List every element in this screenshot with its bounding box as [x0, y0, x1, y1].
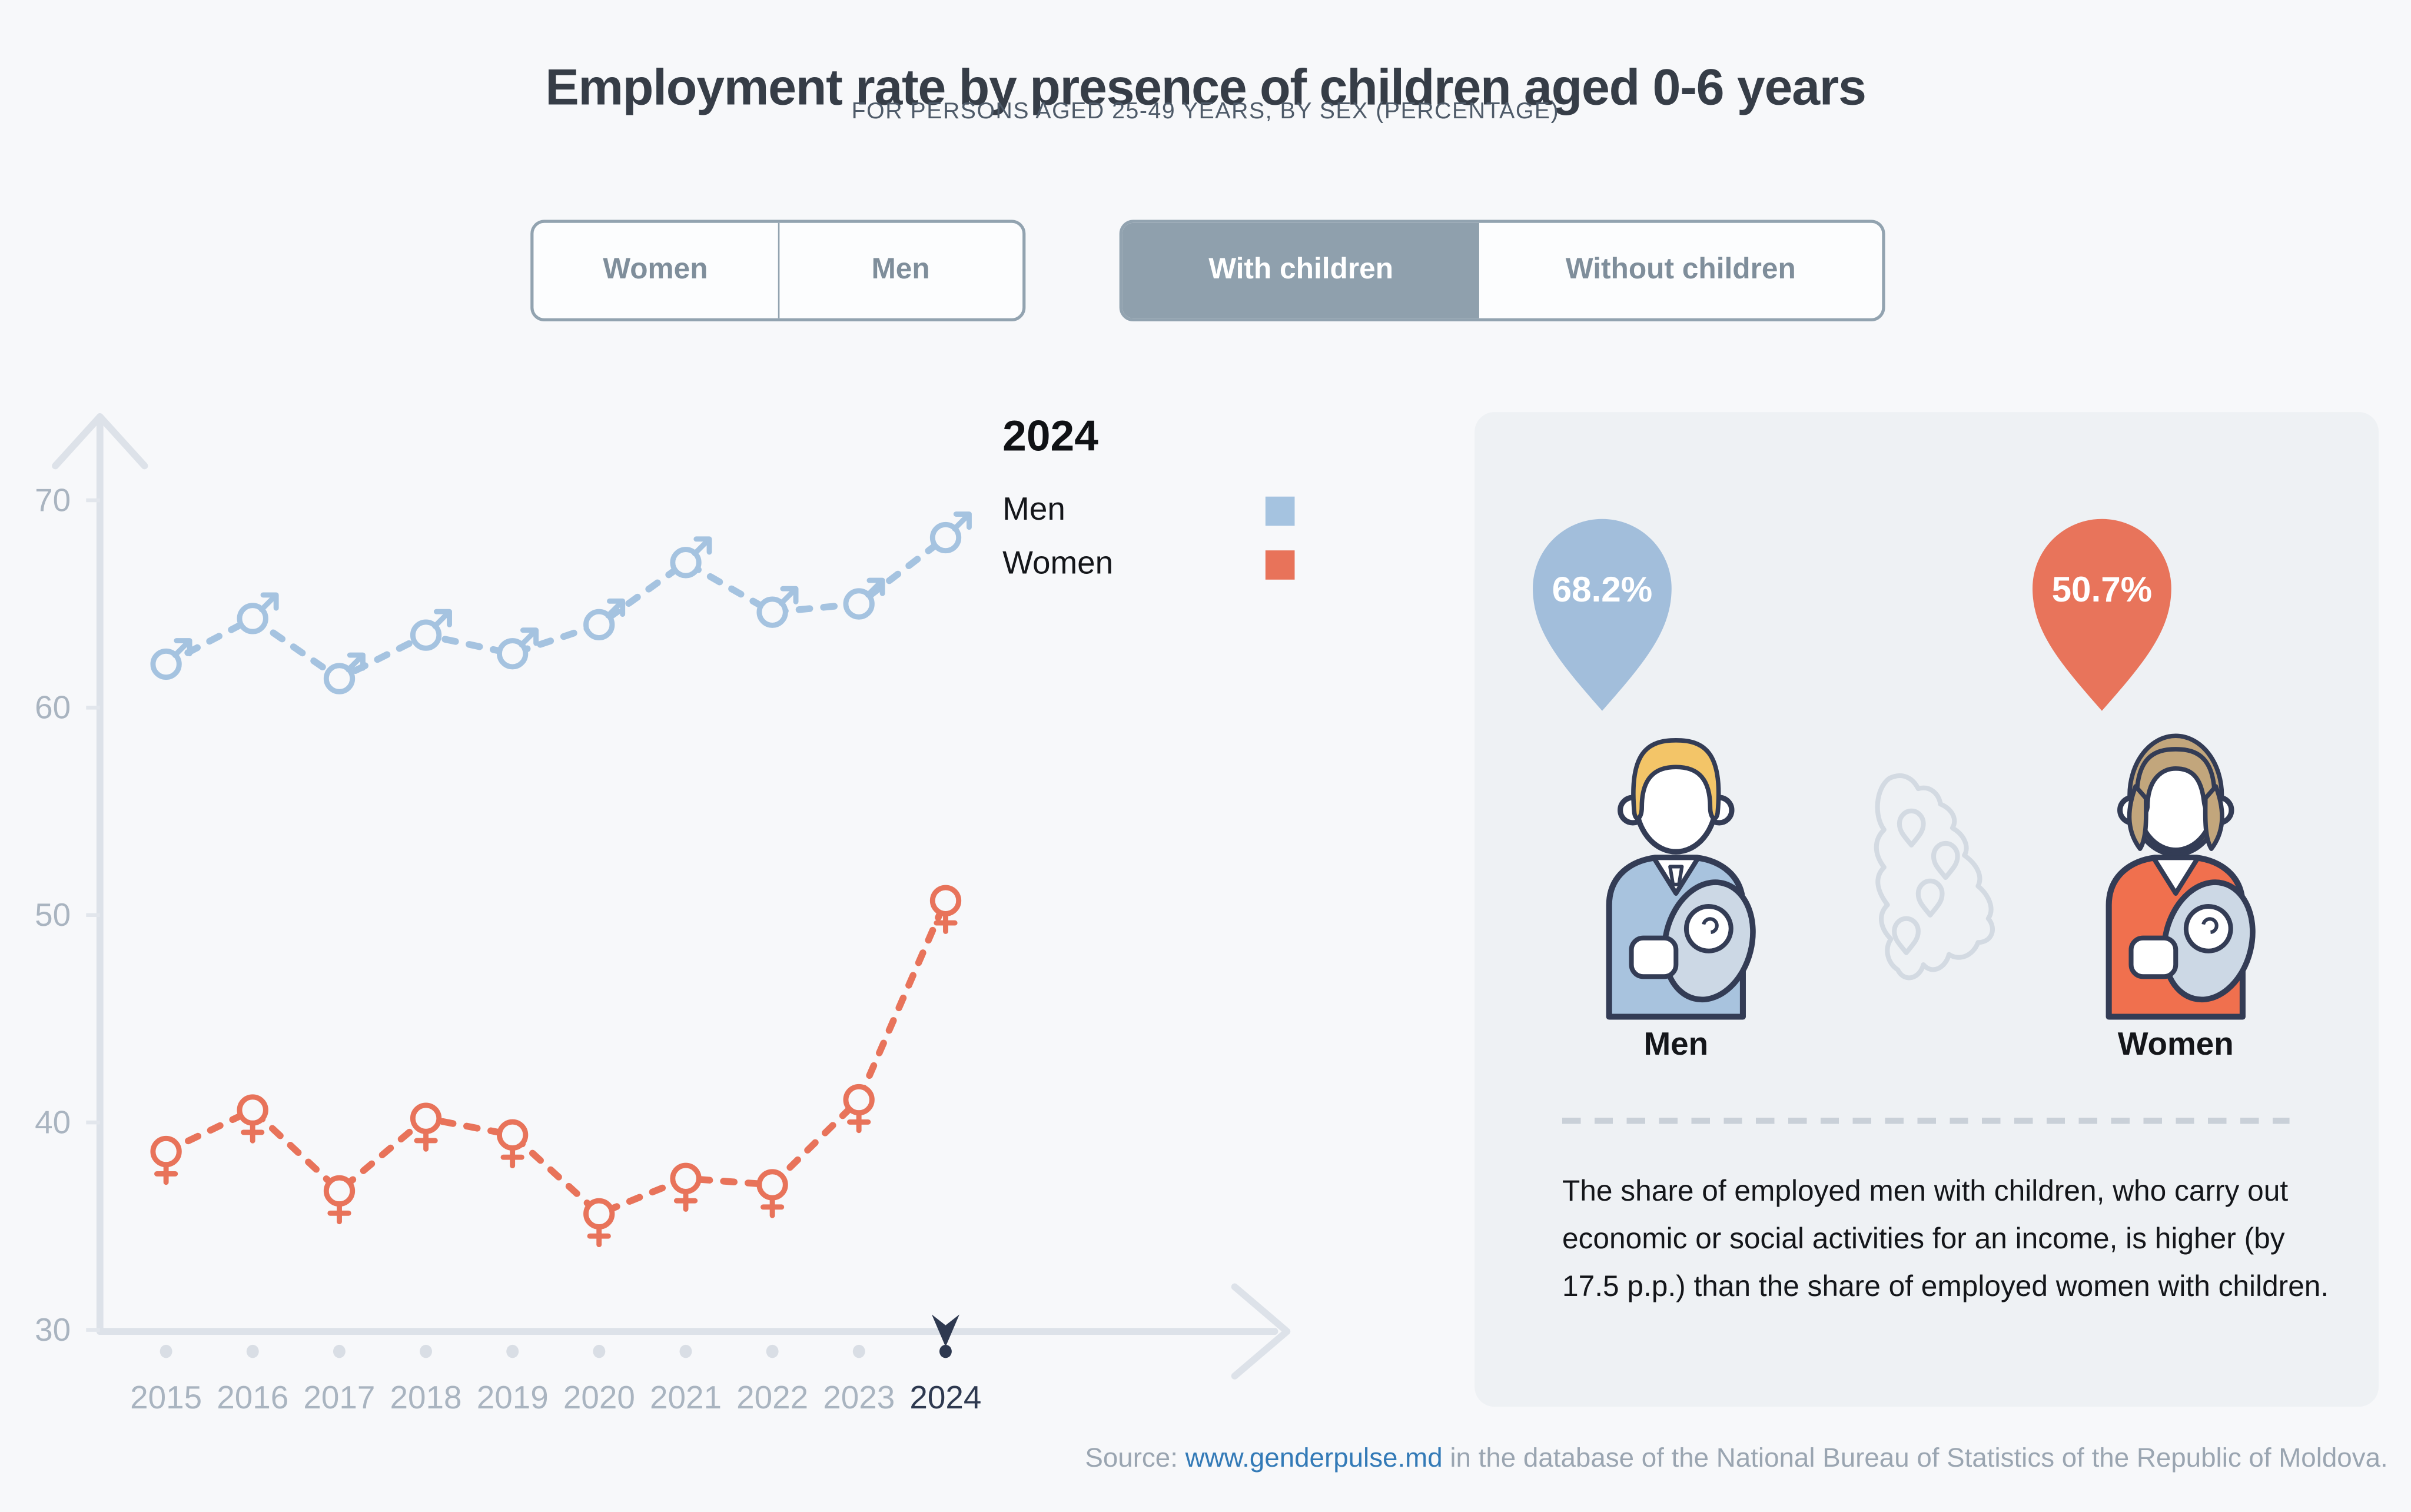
x-axis-dot: [246, 1344, 259, 1358]
source-link[interactable]: www.genderpulse.md: [1185, 1442, 1443, 1473]
chart-series-layer: 30 40 50 60 70 2015 2016 2017 2018 2019 2020 2021 20…: [35, 481, 981, 1415]
year-cursor-icon: [931, 1314, 959, 1347]
female-symbol-marker: [410, 1102, 442, 1152]
y-axis-arrow-icon: [52, 413, 148, 470]
mother-holding-baby-icon: [2106, 733, 2256, 1020]
male-symbol-marker: [237, 592, 279, 634]
x-axis-dot: [852, 1344, 865, 1358]
x-axis-dot: [766, 1344, 779, 1358]
legend-item-women: Women: [1002, 546, 1295, 583]
female-symbol-marker: [323, 1175, 356, 1225]
toggle-option-without-children[interactable]: Without children: [1565, 254, 1796, 286]
series-line-women: [162, 897, 949, 1218]
men-value: 68.2%: [1552, 570, 1653, 609]
male-symbol-marker: [929, 511, 972, 554]
men-figure-label: Men: [1643, 1026, 1709, 1063]
legend-year: 2024: [1002, 412, 1098, 460]
male-symbol-marker: [323, 652, 366, 694]
year-label-2016[interactable]: 2016: [217, 1379, 288, 1415]
legend-item-men: Men: [1002, 491, 1295, 529]
year-label-2023[interactable]: 2023: [823, 1379, 895, 1415]
year-label-2024[interactable]: 2024: [909, 1379, 981, 1415]
year-label-2021[interactable]: 2021: [650, 1379, 722, 1415]
male-symbol-marker: [670, 536, 712, 579]
women-figure-label: Women: [2117, 1026, 2234, 1063]
father-holding-baby-icon: [1606, 738, 1756, 1020]
toggle-option-men[interactable]: Men: [777, 222, 1022, 318]
page-title: Employment rate by presence of children …: [545, 58, 1867, 116]
x-axis-dot: [420, 1344, 433, 1358]
year-label-2018[interactable]: 2018: [390, 1379, 462, 1415]
x-axis-dot: [939, 1344, 952, 1358]
source-line: Source: www.genderpulse.md in the databa…: [0, 1442, 2388, 1474]
female-symbol-marker: [843, 1084, 875, 1134]
x-axis-arrow-icon: [1231, 1283, 1291, 1380]
x-axis-dot: [679, 1344, 692, 1358]
male-symbol-marker: [756, 586, 799, 628]
year-label-2015[interactable]: 2015: [130, 1379, 202, 1415]
toggle-option-with-children[interactable]: With children: [1122, 222, 1480, 318]
legend-swatch-women-icon: [1265, 549, 1295, 579]
source-suffix: in the database of the National Bureau o…: [1442, 1442, 2388, 1473]
legend-label-men: Men: [1002, 491, 1065, 527]
source-prefix: Source:: [1085, 1442, 1185, 1473]
female-symbol-marker: [929, 885, 962, 934]
y-tick-label: 60: [35, 689, 71, 726]
women-value-pin-icon: 50.7%: [2033, 519, 2171, 711]
year-label-2020[interactable]: 2020: [563, 1379, 635, 1415]
y-tick-label: 70: [35, 481, 71, 518]
female-symbol-marker: [670, 1162, 702, 1212]
legend-swatch-men-icon: [1265, 496, 1295, 526]
x-axis-dot: [333, 1344, 346, 1358]
moldova-map-icon: [1874, 773, 1995, 981]
y-tick-label: 40: [35, 1104, 71, 1140]
toggle-option-women[interactable]: Women: [603, 254, 708, 286]
y-tick-label: 30: [35, 1311, 71, 1348]
legend-label-women: Women: [1002, 546, 1114, 581]
x-axis-dot: [160, 1344, 172, 1358]
page-subtitle: FOR PERSONS AGED 25-49 YEARS, BY SEX (PE…: [851, 98, 1560, 125]
children-toggle: With children Without children: [1119, 220, 1885, 321]
female-symbol-marker: [497, 1119, 529, 1169]
panel-description: The share of employed men with children,…: [1562, 1176, 2329, 1304]
x-axis-dot: [593, 1344, 606, 1358]
year-label-2017[interactable]: 2017: [303, 1379, 375, 1415]
dashed-divider: [1562, 1118, 2290, 1124]
male-symbol-marker: [410, 609, 452, 651]
summary-panel: 68.2% 50.7%: [1475, 412, 2379, 1407]
year-label-2019[interactable]: 2019: [477, 1379, 549, 1415]
women-value: 50.7%: [2052, 570, 2153, 609]
chart-legend: 2024 Men Women: [1002, 412, 1295, 600]
year-label-2022[interactable]: 2022: [736, 1379, 808, 1415]
male-symbol-marker: [843, 577, 885, 620]
female-symbol-marker: [237, 1094, 268, 1144]
employment-line-chart: 30 40 50 60 70 2015 2016 2017 2018 2019 2020 2021 20…: [35, 413, 1291, 1415]
men-value-pin-icon: 68.2%: [1533, 519, 1672, 711]
male-symbol-marker: [583, 598, 626, 640]
male-symbol-marker: [150, 638, 192, 680]
sex-toggle: Women Men: [530, 220, 1026, 321]
y-tick-label: 50: [35, 896, 71, 933]
female-symbol-marker: [756, 1169, 788, 1218]
x-axis-dot: [506, 1344, 519, 1358]
series-line-men: [162, 534, 949, 683]
male-symbol-marker: [497, 627, 539, 670]
female-symbol-marker: [150, 1135, 182, 1185]
female-symbol-marker: [583, 1198, 615, 1248]
